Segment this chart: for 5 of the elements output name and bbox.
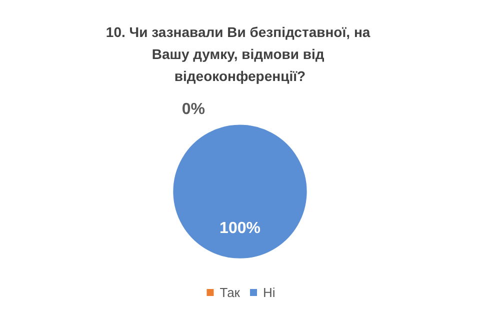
chart-title: 10. Чи зазнавали Ви безпідставної, на Вашу думку, відмови від відеоконференції? [106,24,374,84]
legend-label: Ні [263,285,276,300]
legend-label: Так [220,285,240,300]
data-label: 100% [220,220,260,237]
text: 0% [182,100,205,118]
